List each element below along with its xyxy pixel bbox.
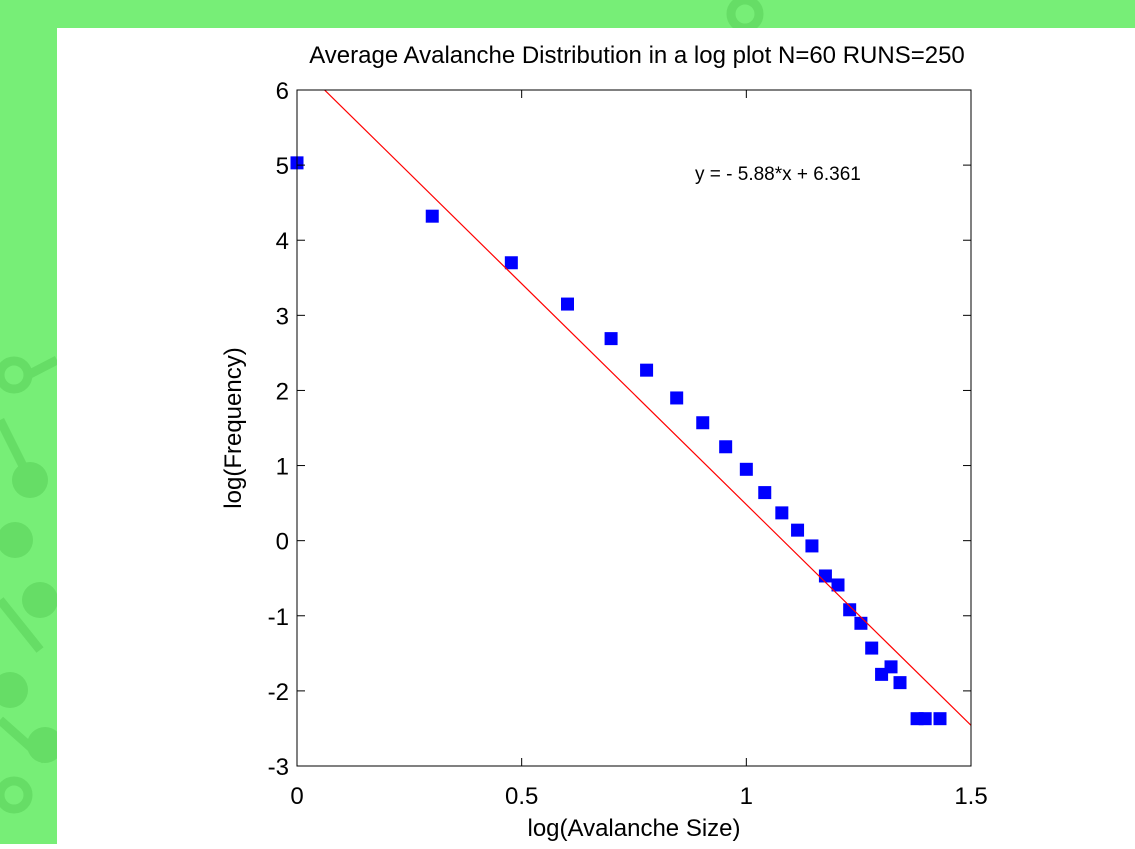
data-point: [854, 616, 868, 630]
x-tick-label: 0: [290, 783, 303, 810]
data-point: [739, 462, 753, 476]
data-point: [818, 569, 832, 583]
y-tick-label: -2: [268, 679, 289, 706]
y-tick-label: 2: [276, 378, 289, 405]
data-point: [719, 440, 733, 454]
chart-title: Average Avalanche Distribution in a log …: [309, 42, 965, 69]
data-point: [884, 660, 898, 674]
decoration: [0, 462, 63, 763]
y-tick-label: -1: [268, 604, 289, 631]
x-tick-label: 0.5: [505, 783, 538, 810]
data-point: [843, 603, 857, 617]
data-point: [504, 256, 518, 270]
plot-area: [290, 90, 971, 726]
y-tick-label: 5: [276, 153, 289, 180]
y-tick-label: 3: [276, 303, 289, 330]
data-point: [670, 391, 684, 405]
data-point: [696, 416, 710, 430]
data-point: [831, 578, 845, 592]
decoration: [0, 0, 764, 814]
data-point: [933, 712, 947, 726]
data-point: [604, 332, 618, 346]
data-point: [425, 209, 439, 223]
data-point: [640, 363, 654, 377]
data-point: [758, 486, 772, 500]
data-point: [560, 297, 574, 311]
y-tick-label: 4: [276, 228, 289, 255]
data-point: [865, 641, 879, 655]
x-axis-label: log(Avalanche Size): [527, 815, 740, 842]
chart-panel: [57, 28, 1135, 844]
data-point: [918, 712, 932, 726]
x-tick-label: 1: [740, 783, 753, 810]
data-point: [775, 506, 789, 520]
y-tick-label: 6: [276, 78, 289, 105]
fit-line: [323, 90, 971, 726]
data-point: [805, 539, 819, 553]
data-point: [791, 523, 805, 537]
data-point: [893, 676, 907, 690]
y-tick-label: -3: [268, 754, 289, 781]
y-tick-label: 1: [276, 454, 289, 481]
x-tick-label: 1.5: [954, 783, 987, 810]
y-axis-label: log(Frequency): [220, 347, 247, 508]
fit-equation: y = - 5.88*x + 6.361: [695, 164, 861, 185]
axes-box: [296, 89, 972, 767]
y-tick-label: 0: [276, 529, 289, 556]
